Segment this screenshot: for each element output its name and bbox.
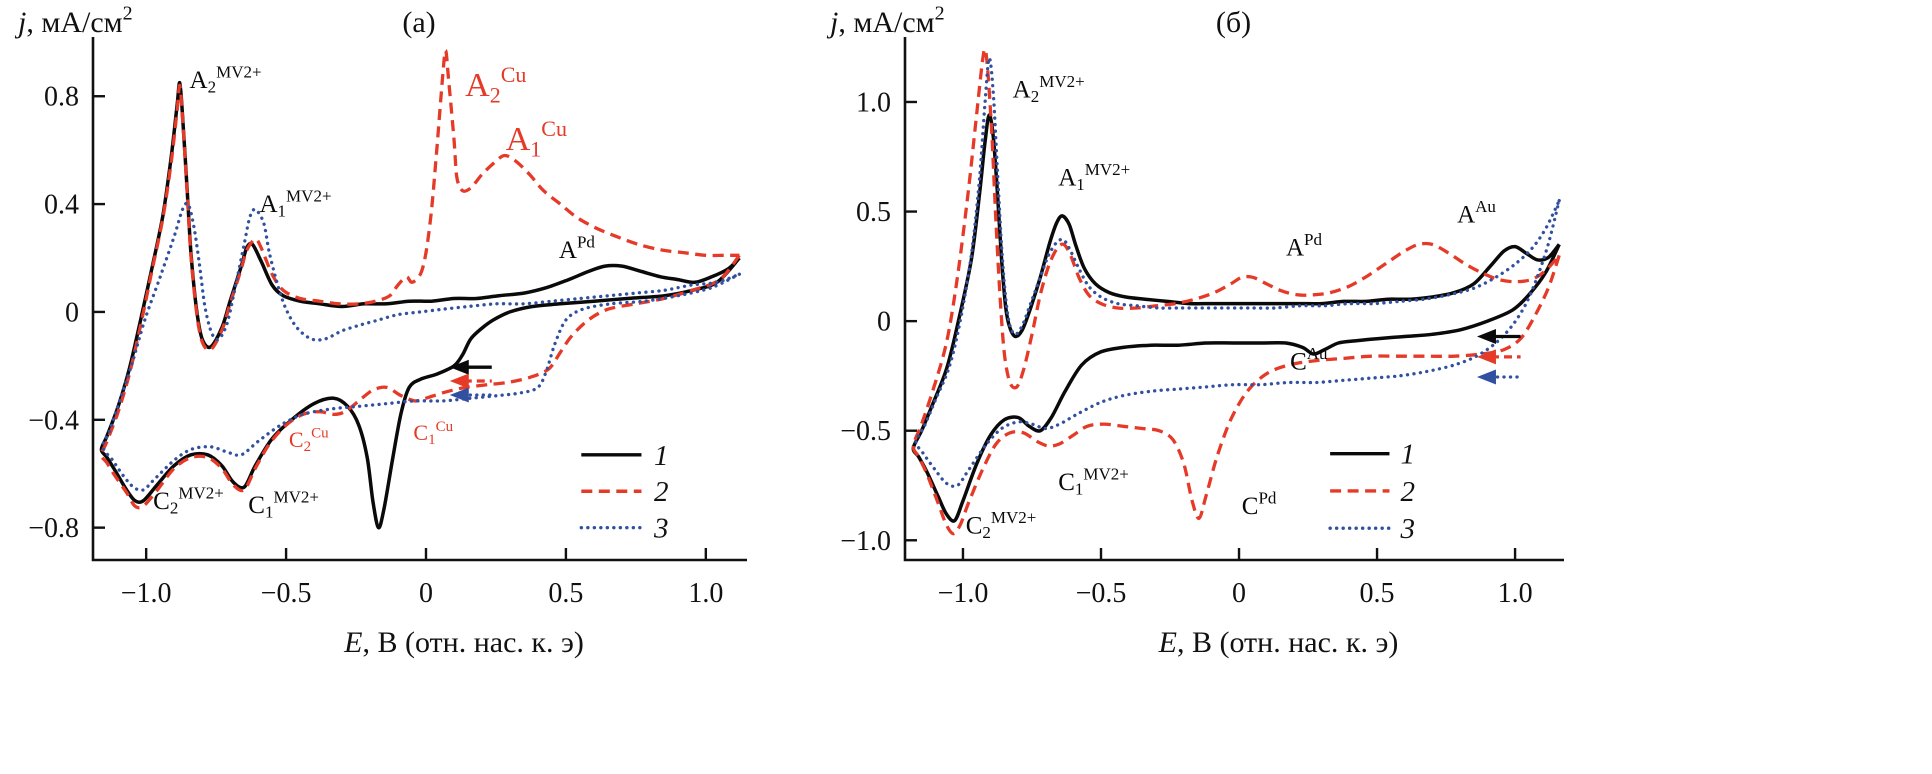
panel-b: −1.0 −0.5 0 0.5 1.0 1.0 0.5 0 −0.5 −1.0 A2MV2+ A1MV… — [826, 2, 1564, 659]
peak-label: CAu — [1290, 344, 1328, 376]
legend-label-3: 3 — [1400, 513, 1416, 545]
y-tick-label: 1.0 — [856, 87, 891, 118]
scan-direction-arrow-head — [1476, 369, 1496, 385]
scan-direction-arrow-head — [449, 387, 469, 403]
x-axis-label: E, В (отн. нас. к. э) — [343, 626, 584, 659]
legend-label-3: 3 — [653, 513, 669, 545]
scan-direction-arrow-head — [449, 373, 469, 389]
panel-title: (а) — [402, 6, 435, 39]
x-tick-label: −1.0 — [121, 578, 172, 609]
x-tick-label: −0.5 — [1076, 578, 1127, 609]
y-tick-label: 0.5 — [856, 197, 891, 228]
panel-a: −1.0 −0.5 0 0.5 1.0 0.8 0.4 0 −0.4 −0.8 A2MV2+ A1MV… — [14, 2, 747, 659]
y-tick-label: −1.0 — [840, 526, 891, 557]
peak-label: C1MV2+ — [248, 487, 319, 521]
legend-label-1: 1 — [654, 440, 669, 472]
curve-3 — [101, 201, 742, 492]
x-tick-label: 1.0 — [688, 578, 723, 609]
x-tick-label: 0.5 — [548, 578, 583, 609]
y-tick-label: −0.8 — [28, 513, 79, 544]
y-tick-label: −0.4 — [28, 405, 79, 436]
y-tick-label: −0.5 — [840, 416, 891, 447]
peak-label: A2MV2+ — [190, 63, 262, 97]
y-axis-label: j, мА/см2 — [826, 2, 945, 39]
peak-label: CPd — [1242, 488, 1277, 520]
peak-label: A2MV2+ — [1013, 72, 1085, 106]
legend-label-1: 1 — [1401, 439, 1416, 471]
scan-direction-arrow-head — [449, 359, 469, 375]
y-tick-label: 0 — [877, 307, 891, 338]
x-tick-label: 0 — [419, 578, 433, 609]
peak-label: A1MV2+ — [259, 187, 331, 221]
peak-label: AAu — [1457, 197, 1496, 229]
y-tick-label: 0.4 — [44, 190, 79, 221]
curve-3 — [914, 56, 1561, 488]
scan-direction-arrow-head — [1476, 328, 1496, 344]
peak-label: APd — [559, 233, 596, 265]
x-tick-label: 1.0 — [1498, 578, 1533, 609]
peak-label: C1MV2+ — [1058, 464, 1129, 498]
peak-label: C2MV2+ — [966, 508, 1037, 542]
panel-title: (б) — [1216, 6, 1251, 39]
peak-label: A2Cu — [465, 62, 526, 107]
y-tick-label: 0 — [65, 297, 79, 328]
peak-label: C2MV2+ — [153, 483, 224, 517]
x-tick-label: 0 — [1232, 578, 1246, 609]
axes — [91, 37, 747, 562]
legend-label-2: 2 — [654, 476, 669, 508]
legend-label-2: 2 — [1401, 476, 1416, 508]
peak-label: A1MV2+ — [1058, 160, 1130, 194]
peak-label: A1Cu — [506, 116, 567, 161]
curve-2 — [911, 47, 1561, 536]
x-tick-label: 0.5 — [1360, 578, 1395, 609]
peak-label: APd — [1286, 230, 1323, 262]
y-axis-label: j, мА/см2 — [14, 2, 133, 39]
peak-label: C2Cu — [289, 426, 329, 455]
scan-direction-arrow-head — [1476, 349, 1496, 365]
peak-label: C1Cu — [413, 419, 453, 448]
curve-2 — [99, 48, 741, 510]
x-tick-label: −0.5 — [261, 578, 312, 609]
x-tick-label: −1.0 — [938, 578, 989, 609]
curve-1 — [911, 113, 1561, 523]
x-axis-label: E, В (отн. нас. к. э) — [1158, 626, 1399, 659]
y-tick-label: 0.8 — [44, 82, 79, 113]
